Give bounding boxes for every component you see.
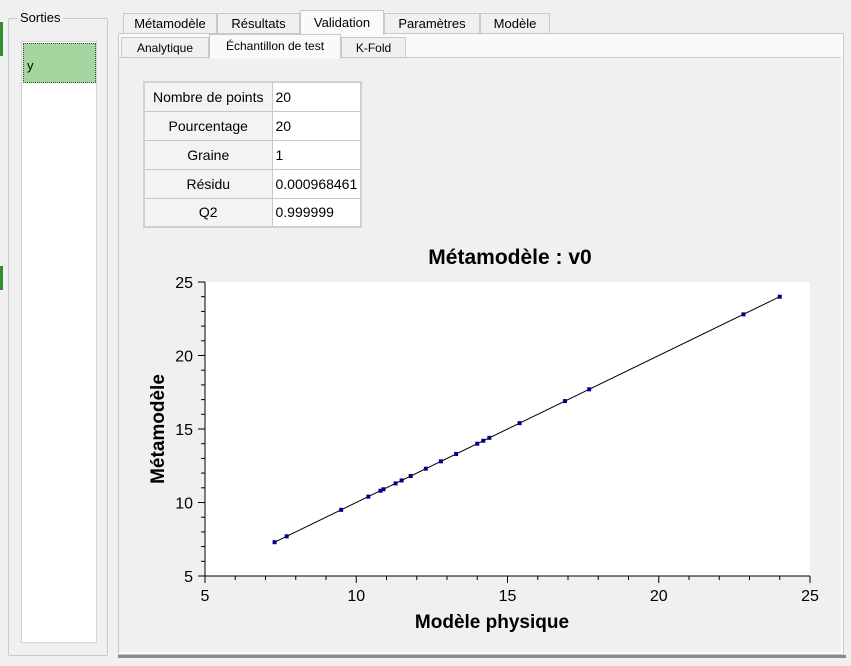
data-series <box>272 294 782 545</box>
stat-value[interactable]: 20 <box>271 110 362 141</box>
subtab-analytique[interactable]: Analytique <box>121 37 209 58</box>
output-item-y[interactable]: y <box>23 43 96 83</box>
outputs-list[interactable]: y <box>21 41 97 643</box>
data-point <box>487 435 492 440</box>
data-point <box>454 451 459 456</box>
stat-label: Pourcentage <box>143 110 273 141</box>
data-point <box>562 399 567 404</box>
y-axis-label: Métamodèle <box>148 374 169 484</box>
table-row: Nombre de points 20 <box>143 81 362 112</box>
tab-validation[interactable]: Validation <box>300 10 384 35</box>
x-tick-label: 20 <box>650 588 668 605</box>
table-row: Pourcentage 20 <box>143 110 362 141</box>
data-point <box>423 466 428 471</box>
subtab-kfold[interactable]: K-Fold <box>341 37 406 58</box>
x-axis-label: Modèle physique <box>415 612 569 633</box>
data-point <box>517 421 522 426</box>
data-point <box>272 540 277 545</box>
x-tick-label: 15 <box>499 588 517 605</box>
stat-label: Q2 <box>143 197 273 228</box>
stat-value[interactable]: 1 <box>271 139 362 170</box>
outputs-group-title: Sorties <box>17 10 64 25</box>
y-tick-label: 10 <box>175 496 193 513</box>
data-point <box>381 487 386 492</box>
tab-resultats[interactable]: Résultats <box>217 13 300 34</box>
subtab-echantillon-test[interactable]: Échantillon de test <box>209 34 341 59</box>
y-tick-label: 15 <box>175 422 193 439</box>
x-tick-label: 5 <box>201 588 210 605</box>
reference-line <box>274 296 780 543</box>
data-point <box>408 474 413 479</box>
data-point <box>481 438 486 443</box>
data-point <box>475 441 480 446</box>
data-point <box>284 534 289 539</box>
tab-parametres[interactable]: Paramètres <box>384 13 480 34</box>
data-point <box>438 459 443 464</box>
outputs-group: Sorties y <box>8 10 108 656</box>
tab-modele[interactable]: Modèle <box>480 13 550 34</box>
stat-label: Nombre de points <box>143 81 273 112</box>
data-point <box>777 294 782 299</box>
stat-value[interactable]: 0.000968461 <box>271 168 362 199</box>
data-point <box>399 478 404 483</box>
table-row: Résidu 0.000968461 <box>143 168 362 199</box>
data-point <box>366 494 371 499</box>
y-tick-label: 20 <box>175 349 193 366</box>
stat-value[interactable]: 20 <box>271 81 362 112</box>
x-tick-label: 25 <box>801 588 819 605</box>
stat-label: Graine <box>143 139 273 170</box>
x-tick-label: 10 <box>347 588 365 605</box>
edge-indicator-top <box>0 22 3 56</box>
edge-indicator-bottom <box>0 266 3 290</box>
data-point <box>339 507 344 512</box>
y-tick-label: 5 <box>184 569 193 586</box>
table-row: Q2 0.999999 <box>143 197 362 228</box>
table-row: Graine 1 <box>143 139 362 170</box>
data-point <box>741 312 746 317</box>
validation-scatter-plot[interactable]: Métamodèle : v0 Modèle physique Métamodè… <box>140 238 840 638</box>
tab-metamodele[interactable]: Métamodèle <box>123 13 217 34</box>
chart-title: Métamodèle : v0 <box>428 246 591 269</box>
data-point <box>587 387 592 392</box>
validation-stats-table: Nombre de points 20 Pourcentage 20 Grain… <box>143 81 363 228</box>
data-point <box>393 481 398 486</box>
validation-chart: Métamodèle : v0 Modèle physique Métamodè… <box>140 238 840 638</box>
data-point <box>378 488 383 493</box>
axes: 5 10 15 20 25 5 10 15 20 25 <box>175 275 819 605</box>
window-edge <box>0 0 6 666</box>
y-tick-label: 25 <box>175 275 193 292</box>
stat-label: Résidu <box>143 168 273 199</box>
stat-value[interactable]: 0.999999 <box>271 197 362 228</box>
